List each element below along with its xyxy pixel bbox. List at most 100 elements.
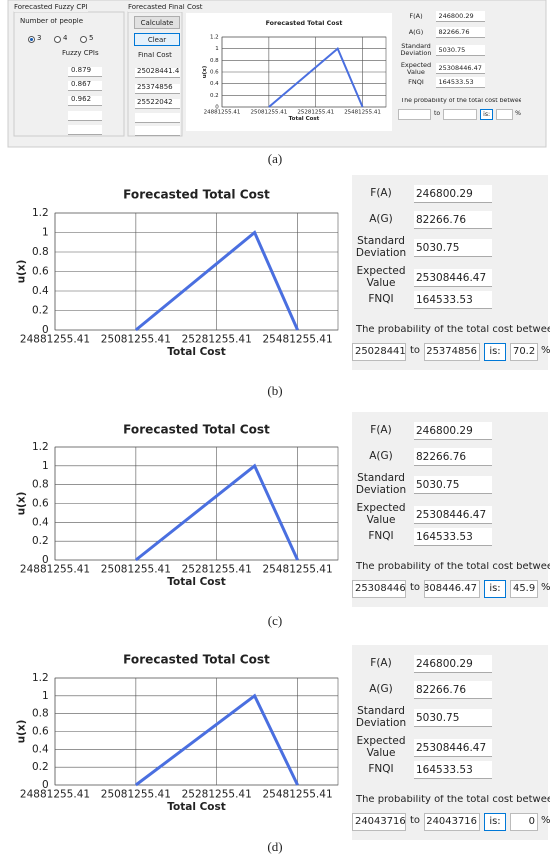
stat-value: 246800.29 <box>414 655 492 673</box>
x-tick-label: 25281255.41 <box>182 563 252 575</box>
probability-label: The probability of the total cost betwee… <box>400 98 521 104</box>
stat-label: Standard Deviation <box>355 235 407 259</box>
x-tick-label: 24881255.41 <box>20 333 90 345</box>
stat-label: Standard Deviation <box>355 705 407 729</box>
is-button[interactable]: is: <box>484 580 506 598</box>
y-tick-label: 1 <box>215 46 219 52</box>
text-box[interactable] <box>135 113 180 123</box>
stat-label: A(G) <box>369 450 393 463</box>
stat-value: 5030.75 <box>436 44 485 56</box>
button[interactable]: Calculate <box>134 16 180 29</box>
result-field[interactable]: 0 <box>510 813 538 831</box>
group-title: Forecasted Final Cost <box>128 4 203 12</box>
y-tick-label: 0.6 <box>32 726 49 738</box>
stat-value: 5030.75 <box>414 709 492 727</box>
is-button[interactable]: is: <box>484 813 506 831</box>
line-series <box>268 47 364 108</box>
result-field[interactable]: 70.2 <box>510 343 538 361</box>
text-box[interactable] <box>135 126 180 136</box>
x-tick-label: 25481255.41 <box>262 563 332 575</box>
stat-value: 25308446.47 <box>414 739 492 757</box>
x-tick-label: 24881255.41 <box>20 788 90 800</box>
to-field[interactable]: 24043716 <box>424 813 480 831</box>
percent-label: % <box>541 815 550 826</box>
radio-button[interactable] <box>28 36 35 43</box>
result-field[interactable]: 45.9 <box>510 580 538 598</box>
stat-label: Standard Deviation <box>400 42 432 58</box>
stat-value: 25308446.47 <box>414 506 492 524</box>
stat-value: 246800.29 <box>436 11 485 23</box>
stat-label: F(A) <box>370 424 392 437</box>
radio-button[interactable] <box>54 36 61 43</box>
plot-background <box>0 412 350 607</box>
radio-button[interactable] <box>80 36 87 43</box>
to-field[interactable]: 25374856 <box>424 343 480 361</box>
chart-title: Forecasted Total Cost <box>123 423 270 437</box>
radio-label: 5 <box>89 35 94 42</box>
x-axis-label: Total Cost <box>289 116 320 122</box>
line-series <box>134 230 299 332</box>
y-tick-label: 0.4 <box>32 516 49 528</box>
from-field[interactable]: 25028441 <box>352 343 406 361</box>
plot-frame <box>54 677 339 786</box>
chart-title: Forecasted Total Cost <box>123 188 270 202</box>
y-axis-label: u(x) <box>202 65 208 78</box>
y-tick-label: 1.2 <box>32 441 49 453</box>
stat-label: Expected Value <box>356 502 406 526</box>
plot-background <box>0 175 350 370</box>
stat-value: 5030.75 <box>414 476 492 494</box>
text-box[interactable]: 25374856 <box>135 84 180 94</box>
stat-label: F(A) <box>370 187 392 200</box>
x-tick-label: 25081255.41 <box>101 788 171 800</box>
to-field[interactable]: 25308446.47 <box>424 580 480 598</box>
y-tick-label: 0 <box>42 554 49 566</box>
percent-label: % <box>515 110 522 118</box>
x-tick-label: 25281255.41 <box>182 333 252 345</box>
caption: (d) <box>267 840 283 854</box>
text-box[interactable]: 0.962 <box>68 96 102 106</box>
text-box[interactable] <box>68 125 102 135</box>
text-box[interactable] <box>68 111 102 121</box>
to-label: to <box>410 582 421 593</box>
percent-label: % <box>541 582 550 593</box>
to-label: to <box>410 815 421 826</box>
stat-value: 246800.29 <box>414 422 492 440</box>
stat-value: 164533.53 <box>414 761 492 779</box>
text-box[interactable]: 0.867 <box>68 81 102 91</box>
x-axis-label: Total Cost <box>167 346 226 358</box>
text-box[interactable]: 0.879 <box>68 67 102 77</box>
to-field[interactable] <box>442 109 478 121</box>
x-tick-label: 25481255.41 <box>262 788 332 800</box>
x-tick-label: 25281255.41 <box>182 788 252 800</box>
is-button[interactable]: is: <box>479 109 494 121</box>
y-tick-label: 1.2 <box>210 35 219 41</box>
is-button[interactable]: is: <box>484 343 506 361</box>
result-field[interactable] <box>495 109 514 121</box>
y-tick-label: 0.6 <box>32 498 49 510</box>
from-field[interactable] <box>398 109 432 121</box>
stat-label: FNQI <box>368 763 394 776</box>
y-tick-label: 0.6 <box>32 266 49 278</box>
from-field[interactable]: 25308446.47 <box>352 580 406 598</box>
stat-label: A(G) <box>408 28 424 37</box>
stat-label: A(G) <box>369 683 393 696</box>
plot-background <box>0 645 350 840</box>
x-axis-label: Total Cost <box>167 576 226 588</box>
to-label: to <box>433 110 441 118</box>
x-tick-label: 25481255.41 <box>344 109 381 115</box>
stat-value: 82266.76 <box>414 681 492 699</box>
text-box[interactable]: 25028441.41 <box>135 68 180 78</box>
stat-value: 5030.75 <box>414 239 492 257</box>
y-tick-label: 1.2 <box>32 207 49 219</box>
stat-value: 25308446.47 <box>414 269 492 287</box>
probability-label: The probability of the total cost betwee… <box>356 562 550 572</box>
stat-label: FNQI <box>368 293 394 306</box>
from-field[interactable]: 24043716 <box>352 813 406 831</box>
y-tick-label: 0.2 <box>210 93 219 99</box>
button[interactable]: Clear <box>134 33 180 46</box>
text-box[interactable]: 25522042 <box>135 99 180 109</box>
x-tick-label: 25281255.41 <box>297 109 334 115</box>
stat-label: FNQI <box>368 530 394 543</box>
stat-label: Expected Value <box>356 265 406 289</box>
y-tick-label: 0.4 <box>32 285 49 297</box>
